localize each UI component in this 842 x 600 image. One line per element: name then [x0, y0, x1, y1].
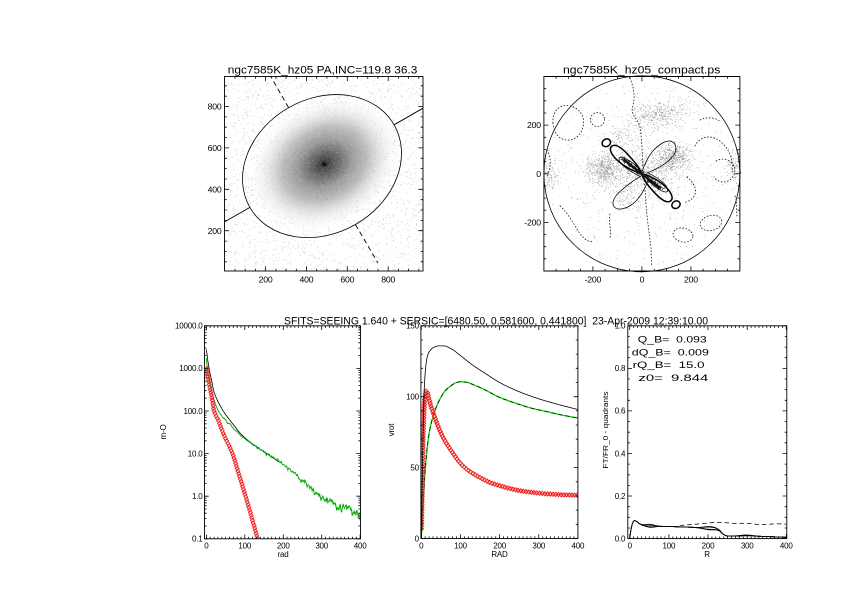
- svg-text:1.0: 1.0: [192, 492, 203, 501]
- svg-text:-200: -200: [524, 218, 541, 228]
- svg-text:-200: -200: [585, 275, 602, 285]
- svg-text:400: 400: [300, 275, 314, 285]
- svg-text:100: 100: [454, 541, 467, 550]
- svg-text:200: 200: [277, 541, 290, 550]
- svg-text:0.1: 0.1: [192, 535, 203, 544]
- svg-text:0: 0: [640, 275, 645, 285]
- svg-text:0.4: 0.4: [615, 449, 626, 458]
- svg-text:100: 100: [238, 541, 251, 550]
- svg-text:RAD: RAD: [491, 550, 508, 559]
- svg-text:10.0: 10.0: [188, 449, 204, 458]
- svg-text:0.6: 0.6: [615, 407, 626, 416]
- svg-text:200: 200: [493, 541, 506, 550]
- svg-text:ngc7585K_hz05_compact.ps: ngc7585K_hz05_compact.ps: [563, 64, 721, 76]
- svg-text:0: 0: [536, 169, 541, 179]
- svg-text:z0= 9.844: z0= 9.844: [638, 373, 708, 383]
- svg-text:50: 50: [410, 463, 419, 472]
- svg-text:200: 200: [684, 275, 698, 285]
- svg-text:1000.0: 1000.0: [179, 364, 203, 373]
- svg-text:300: 300: [315, 541, 328, 550]
- svg-text:300: 300: [532, 541, 545, 550]
- svg-text:200: 200: [259, 275, 273, 285]
- svg-text:0: 0: [419, 541, 424, 550]
- svg-text:150: 150: [406, 322, 419, 331]
- svg-text:FT/FR_0 - quadrants: FT/FR_0 - quadrants: [601, 391, 610, 468]
- svg-text:ngc7585K_hz05 PA,INC=119.8 36.: ngc7585K_hz05 PA,INC=119.8 36.3: [228, 64, 417, 76]
- svg-text:400: 400: [354, 541, 367, 550]
- svg-text:R: R: [704, 550, 710, 559]
- svg-text:200: 200: [208, 226, 222, 236]
- svg-text:300: 300: [741, 541, 754, 550]
- svg-text:100.0: 100.0: [183, 407, 203, 416]
- svg-text:vrot: vrot: [387, 423, 396, 437]
- svg-text:100: 100: [663, 541, 676, 550]
- svg-text:100: 100: [406, 393, 419, 402]
- svg-text:0: 0: [204, 541, 209, 550]
- svg-text:SFITS=SEEING 1.640 + SERSIC=[6: SFITS=SEEING 1.640 + SERSIC=[6480.50, 0.…: [284, 315, 708, 327]
- svg-text:0.8: 0.8: [615, 364, 626, 373]
- svg-text:600: 600: [340, 275, 354, 285]
- svg-text:800: 800: [381, 275, 395, 285]
- svg-text:rad: rad: [278, 550, 289, 559]
- svg-text:200: 200: [702, 541, 715, 550]
- svg-text:Q_B= 0.093: Q_B= 0.093: [638, 334, 707, 344]
- svg-text:10000.0: 10000.0: [175, 322, 203, 331]
- svg-text:0: 0: [628, 541, 633, 550]
- svg-text:0.2: 0.2: [615, 492, 626, 501]
- svg-text:200: 200: [527, 120, 541, 130]
- svg-text:rQ_B= 15.0: rQ_B= 15.0: [633, 360, 705, 370]
- svg-text:400: 400: [780, 541, 793, 550]
- svg-text:600: 600: [208, 143, 222, 153]
- svg-text:800: 800: [208, 102, 222, 112]
- svg-text:1.0: 1.0: [615, 322, 626, 331]
- svg-text:400: 400: [572, 541, 585, 550]
- svg-text:dQ_B= 0.009: dQ_B= 0.009: [632, 347, 709, 357]
- svg-text:0.0: 0.0: [615, 534, 626, 543]
- svg-text:400: 400: [208, 184, 222, 194]
- svg-text:0: 0: [415, 534, 420, 543]
- svg-text:m-O: m-O: [159, 425, 168, 440]
